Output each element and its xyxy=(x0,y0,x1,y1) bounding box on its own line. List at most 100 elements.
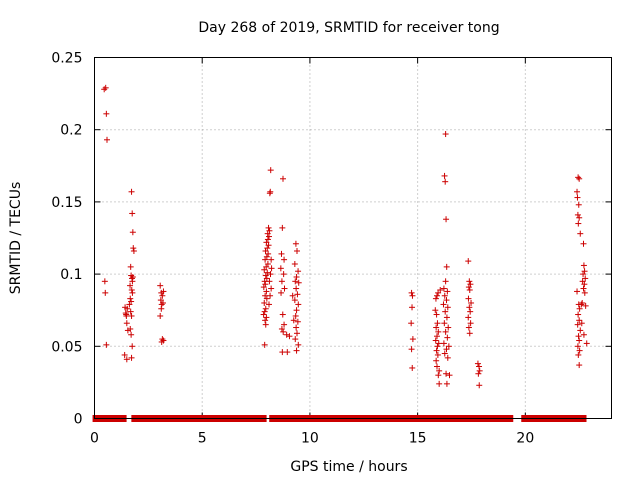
chart-title: Day 268 of 2019, SRMTID for receiver ton… xyxy=(198,20,499,36)
data-point xyxy=(280,271,287,278)
data-point xyxy=(578,320,585,327)
data-point xyxy=(157,312,164,319)
y-tick-label: 0.05 xyxy=(51,339,82,355)
data-point xyxy=(468,299,475,306)
data-point xyxy=(443,370,450,377)
data-point xyxy=(127,325,134,332)
data-point xyxy=(581,281,588,288)
x-tick-label: 20 xyxy=(516,431,534,447)
data-point xyxy=(465,324,472,331)
data-point xyxy=(408,320,415,327)
x-tick-label: 5 xyxy=(198,431,207,447)
data-point xyxy=(293,247,300,254)
data-point xyxy=(466,330,473,337)
data-point xyxy=(292,278,299,285)
data-point xyxy=(409,304,416,311)
data-point xyxy=(580,240,587,247)
data-point xyxy=(432,295,439,302)
data-point xyxy=(441,320,448,327)
data-point xyxy=(574,321,581,328)
data-point xyxy=(409,336,416,343)
data-point xyxy=(433,324,440,331)
data-point xyxy=(432,337,439,344)
data-point xyxy=(433,357,440,364)
data-point xyxy=(262,305,269,312)
x-axis-label: GPS time / hours xyxy=(290,459,407,475)
data-point xyxy=(127,295,134,302)
data-point xyxy=(442,278,449,285)
data-point xyxy=(465,314,472,321)
data-point xyxy=(261,308,268,315)
data-point xyxy=(434,351,441,358)
data-point xyxy=(130,247,137,254)
data-point xyxy=(127,263,134,270)
data-point xyxy=(443,380,450,387)
data-point xyxy=(575,174,582,181)
data-point xyxy=(574,288,581,295)
data-point xyxy=(433,347,440,354)
data-point xyxy=(130,245,137,252)
y-tick-label: 0.1 xyxy=(60,267,82,283)
data-point xyxy=(467,281,474,288)
data-point xyxy=(281,321,288,328)
y-tick-label: 0 xyxy=(74,412,83,428)
data-point xyxy=(580,262,587,269)
data-point xyxy=(286,333,293,340)
data-point xyxy=(293,330,300,337)
data-point xyxy=(124,305,131,312)
data-point xyxy=(294,318,301,325)
data-point xyxy=(129,289,136,296)
data-point xyxy=(580,271,587,278)
data-point xyxy=(266,227,273,234)
x-tick-label: 10 xyxy=(301,431,319,447)
data-point xyxy=(159,336,166,343)
data-point xyxy=(103,341,110,348)
data-point xyxy=(442,131,449,138)
data-point xyxy=(576,337,583,344)
data-point xyxy=(102,289,109,296)
data-point xyxy=(445,343,452,350)
data-point xyxy=(283,331,290,338)
data-point xyxy=(581,268,588,275)
data-point xyxy=(263,314,270,321)
data-point xyxy=(123,356,130,363)
data-point xyxy=(436,367,443,374)
data-point xyxy=(265,250,272,257)
grid-lines xyxy=(94,57,612,419)
data-point xyxy=(264,269,271,276)
data-point xyxy=(101,278,108,285)
data-point xyxy=(129,273,136,280)
data-point xyxy=(129,229,136,236)
data-point xyxy=(159,292,166,299)
data-point xyxy=(443,314,450,321)
data-point xyxy=(293,324,300,331)
data-point xyxy=(444,354,451,361)
data-point xyxy=(435,340,442,347)
data-point xyxy=(409,364,416,371)
data-point xyxy=(102,84,109,91)
data-point xyxy=(264,260,271,267)
data-point xyxy=(445,324,452,331)
data-point xyxy=(265,224,272,231)
data-point xyxy=(444,304,451,311)
data-point xyxy=(262,272,269,279)
data-point xyxy=(466,304,473,311)
x-tick-label: 15 xyxy=(409,431,427,447)
data-point xyxy=(295,268,302,275)
data-point xyxy=(409,292,416,299)
data-point xyxy=(262,321,269,328)
data-point xyxy=(267,188,274,195)
data-point xyxy=(128,312,135,319)
data-point xyxy=(466,278,473,285)
data-point xyxy=(292,336,299,343)
data-point xyxy=(436,380,443,387)
data-point xyxy=(582,275,589,282)
data-point xyxy=(123,311,130,318)
data-point xyxy=(294,291,301,298)
data-point xyxy=(261,341,268,348)
data-point xyxy=(290,317,297,324)
data-point xyxy=(128,354,135,361)
data-point xyxy=(158,305,165,312)
data-point xyxy=(435,372,442,379)
data-point xyxy=(474,360,481,367)
